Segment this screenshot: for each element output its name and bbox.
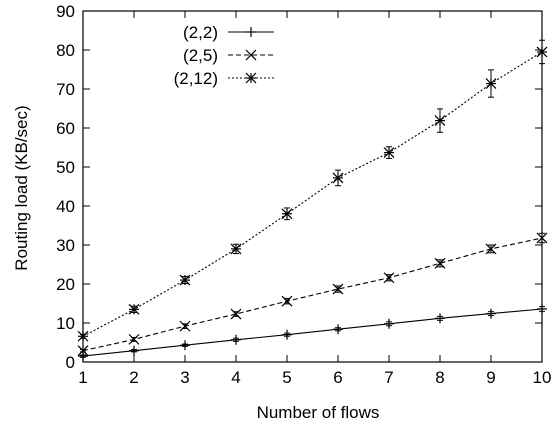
data-point	[333, 324, 343, 335]
data-point	[384, 318, 394, 329]
series-line	[82, 51, 543, 337]
data-point	[485, 243, 497, 255]
plot-frame	[82, 10, 543, 363]
y-tick-label: 70	[56, 80, 75, 99]
x-tick-label: 8	[435, 368, 444, 387]
x-tick-label: 10	[533, 368, 552, 387]
data-point	[434, 257, 446, 269]
y-tick-label: 80	[56, 41, 75, 60]
legend-item: (2,12)	[174, 69, 274, 88]
y-tick-label: 50	[56, 158, 75, 177]
data-point	[332, 283, 344, 295]
y-tick-label: 20	[56, 275, 75, 294]
data-point	[434, 115, 446, 127]
series-line	[82, 308, 543, 357]
legend-label: (2,2)	[183, 23, 218, 42]
data-point	[179, 320, 191, 332]
data-point	[281, 208, 293, 220]
y-tick-label: 90	[56, 2, 75, 21]
y-tick-label: 10	[56, 314, 75, 333]
series-layer	[77, 39, 548, 362]
x-tick-label: 1	[78, 368, 87, 387]
x-tick-label: 6	[333, 368, 342, 387]
x-tick-label: 2	[129, 368, 138, 387]
y-tick-label: 30	[56, 236, 75, 255]
data-point	[435, 313, 445, 324]
x-tick-label: 3	[180, 368, 189, 387]
series-2	[77, 39, 548, 342]
legend-label: (2,5)	[183, 46, 218, 65]
data-point	[230, 243, 242, 255]
data-point	[180, 340, 190, 351]
axes-layer: 1 2 3 4 5 6 7 8 9 10 0 10 20 30 40 50 60 70 80 90	[56, 2, 551, 387]
legend: (2,2) (2,5) (2,12)	[174, 23, 274, 88]
data-point	[230, 308, 242, 320]
y-tick-label: 40	[56, 197, 75, 216]
data-point	[128, 303, 140, 315]
data-point	[485, 78, 497, 89]
series-0	[78, 303, 547, 362]
y-axis-label: Routing load (KB/sec)	[12, 105, 31, 270]
data-point	[383, 147, 395, 158]
data-point	[231, 334, 241, 345]
data-point	[332, 172, 344, 184]
x-axis-label: Number of flows	[257, 403, 380, 422]
data-point	[282, 329, 292, 340]
x-tick-label: 4	[231, 368, 240, 387]
legend-item: (2,5)	[183, 46, 274, 65]
data-point	[179, 274, 191, 286]
x-tick-label: 9	[486, 368, 495, 387]
series-line	[82, 237, 543, 352]
data-point	[281, 295, 293, 307]
x-tick-label: 7	[384, 368, 393, 387]
data-point	[383, 272, 395, 284]
legend-marker	[246, 27, 256, 37]
legend-marker	[245, 72, 257, 84]
legend-label: (2,12)	[174, 69, 218, 88]
data-point	[486, 308, 496, 319]
series-1	[77, 232, 548, 357]
legend-item: (2,2)	[183, 23, 274, 42]
y-tick-label: 0	[66, 353, 75, 372]
x-tick-label: 5	[282, 368, 291, 387]
y-tick-label: 60	[56, 119, 75, 138]
data-point	[129, 345, 139, 356]
data-point	[128, 333, 140, 345]
legend-marker	[245, 49, 257, 61]
